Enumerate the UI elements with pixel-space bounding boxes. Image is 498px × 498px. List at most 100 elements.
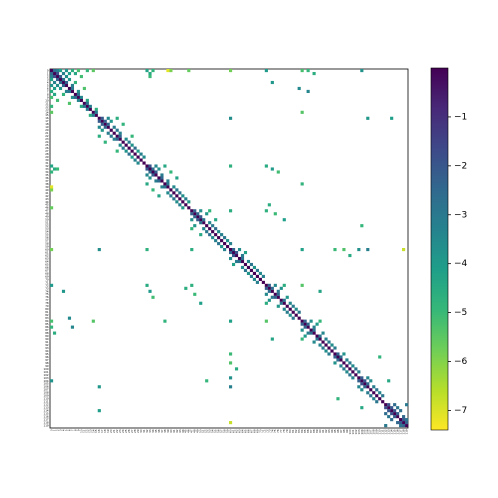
colorbar-tick-label: −2 [454,161,467,171]
x-tick-label: 85 [303,429,307,433]
heatmap-cell [375,388,379,392]
y-tick-label: 28 [45,152,49,156]
heatmap-cell [94,110,98,114]
heatmap-cell [184,203,188,207]
heatmap-cell [103,119,107,123]
y-tick-label: 71 [45,280,49,284]
heatmap-cell [148,170,152,174]
heatmap-cell [318,319,322,323]
y-tick-label: 34 [45,170,49,174]
x-tick-label: 103 [357,429,361,434]
heatmap-cell [100,116,104,120]
y-tick-label: 32 [45,164,49,168]
y-tick-label: 106 [44,385,49,389]
heatmap-cell [291,316,295,320]
heatmap-cell [97,134,101,138]
heatmap-cell [145,283,149,287]
y-tick-label: 52 [45,224,49,228]
x-tick-label: 89 [315,429,319,433]
x-tick-label: 98 [342,429,346,433]
y-tick-label: 94 [45,349,49,353]
heatmap-cell [160,176,164,180]
y-tick-label: 19 [45,125,49,129]
x-tick-label: 56 [217,429,221,433]
y-tick-label: 82 [45,313,49,317]
heatmap-cell [178,203,182,207]
heatmap-cell [214,218,218,222]
heatmap-cell [345,370,349,374]
x-tick-label: 4 [61,429,65,431]
heatmap-cell [282,307,286,311]
heatmap-cell [133,152,137,156]
heatmap-cell [246,259,251,264]
heatmap-cell [106,131,110,135]
heatmap-cell [157,176,161,180]
x-tick-label: 86 [306,429,310,433]
heatmap-cell [136,149,140,153]
heatmap-cell [330,349,334,353]
heatmap-cell [285,304,289,308]
heatmap-cell [264,301,268,305]
heatmap-cell [52,71,57,76]
heatmap-cell [202,227,206,231]
heatmap-cell [303,325,307,329]
heatmap-cell [372,397,376,401]
heatmap-cell [223,248,227,252]
y-tick-label: 104 [44,379,49,383]
y-tick-label: 110 [44,397,49,401]
heatmap-cell [234,253,239,258]
heatmap-cell [145,182,149,186]
heatmap-cell [76,69,80,73]
heatmap-cell [330,343,334,347]
x-tick-label: 66 [246,429,250,433]
heatmap-cell [133,146,137,150]
heatmap-cell [172,185,176,189]
heatmap-cell [357,376,361,380]
heatmap-cell [315,322,319,326]
heatmap-cell [181,194,185,198]
heatmap-cell [396,412,400,416]
heatmap-cell [145,167,149,171]
heatmap-cell [199,301,203,305]
heatmap-cell [217,236,221,240]
x-tick-label: 1 [52,429,56,431]
heatmap-cell [145,69,149,73]
heatmap-cell [234,367,239,371]
heatmap-cell [61,80,66,85]
heatmap-cell [273,212,277,216]
x-tick-label: 26 [127,429,131,433]
y-tick-label: 33 [45,167,49,171]
x-tick-label: 64 [240,429,244,433]
heatmap-cell [276,295,280,299]
heatmap-cell [175,188,179,192]
heatmap-cell [85,98,89,102]
heatmap-cell [64,74,69,79]
y-tick-label: 99 [45,364,49,368]
y-tick-label: 29 [45,155,49,159]
y-tick-label: 77 [45,298,49,302]
heatmap-cell [97,116,101,120]
heatmap-cell [220,233,224,237]
heatmap-cell [82,86,86,91]
heatmap-cell [252,265,256,270]
heatmap-cell [405,403,409,407]
heatmap-cell [273,292,277,296]
heatmap-cell [366,248,370,252]
heatmap-cell [300,182,304,186]
y-tick-label: 40 [45,188,49,192]
y-tick-label: 55 [45,233,49,237]
heatmap-cell [208,233,212,237]
x-tick-label: 71 [261,429,265,433]
x-tick-label: 38 [163,429,167,433]
heatmap-cell [285,295,289,299]
heatmap-cell [384,412,388,416]
heatmap-cell [318,343,322,347]
heatmap-cell [166,185,170,189]
x-tick-label: 44 [181,429,185,433]
heatmap-cell [315,337,319,341]
heatmap-cell [360,382,364,386]
x-tick-label: 59 [226,429,230,433]
heatmap-cell [70,86,75,91]
heatmap-cell [151,188,155,192]
